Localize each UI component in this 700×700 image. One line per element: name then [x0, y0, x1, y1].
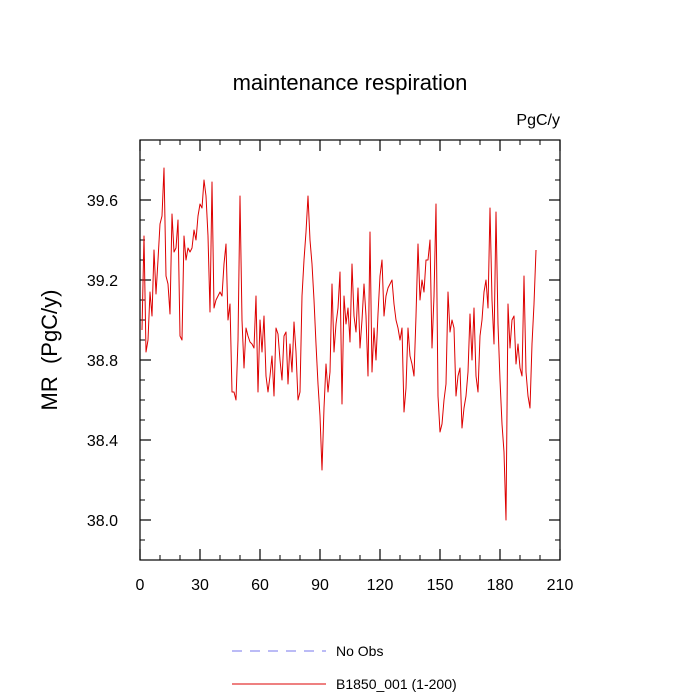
plot-frame: [139, 139, 561, 561]
series-layer: [141, 167, 537, 521]
y-axis: 38.0 38.4 38.8 39.2 39.6: [87, 139, 560, 561]
series-line-b1850-001: [141, 167, 537, 521]
x-tick-label: 90: [311, 577, 329, 594]
legend-label-b1850: B1850_001 (1-200): [336, 676, 457, 692]
y-tick-label: 38.4: [87, 433, 118, 450]
x-tick-label: 0: [136, 577, 145, 594]
y-tick-label: 39.2: [87, 273, 118, 290]
y-tick-label: 38.8: [87, 353, 118, 370]
legend: No Obs B1850_001 (1-200): [232, 643, 457, 692]
x-axis: 0 30 60 90 120 150 180 210: [136, 140, 574, 594]
y-tick-label: 38.0: [87, 513, 118, 530]
x-tick-label: 30: [191, 577, 209, 594]
y-tick-label: 39.6: [87, 193, 118, 210]
legend-label-no-obs: No Obs: [336, 643, 383, 659]
x-tick-label: 150: [427, 577, 454, 594]
x-tick-label: 210: [547, 577, 574, 594]
chart-title: maintenance respiration: [233, 70, 468, 95]
x-tick-label: 180: [487, 577, 514, 594]
units-label: PgC/y: [516, 112, 560, 129]
x-tick-label: 120: [367, 577, 394, 594]
y-axis-label: MR (PgC/y): [37, 290, 62, 411]
x-tick-label: 60: [251, 577, 269, 594]
